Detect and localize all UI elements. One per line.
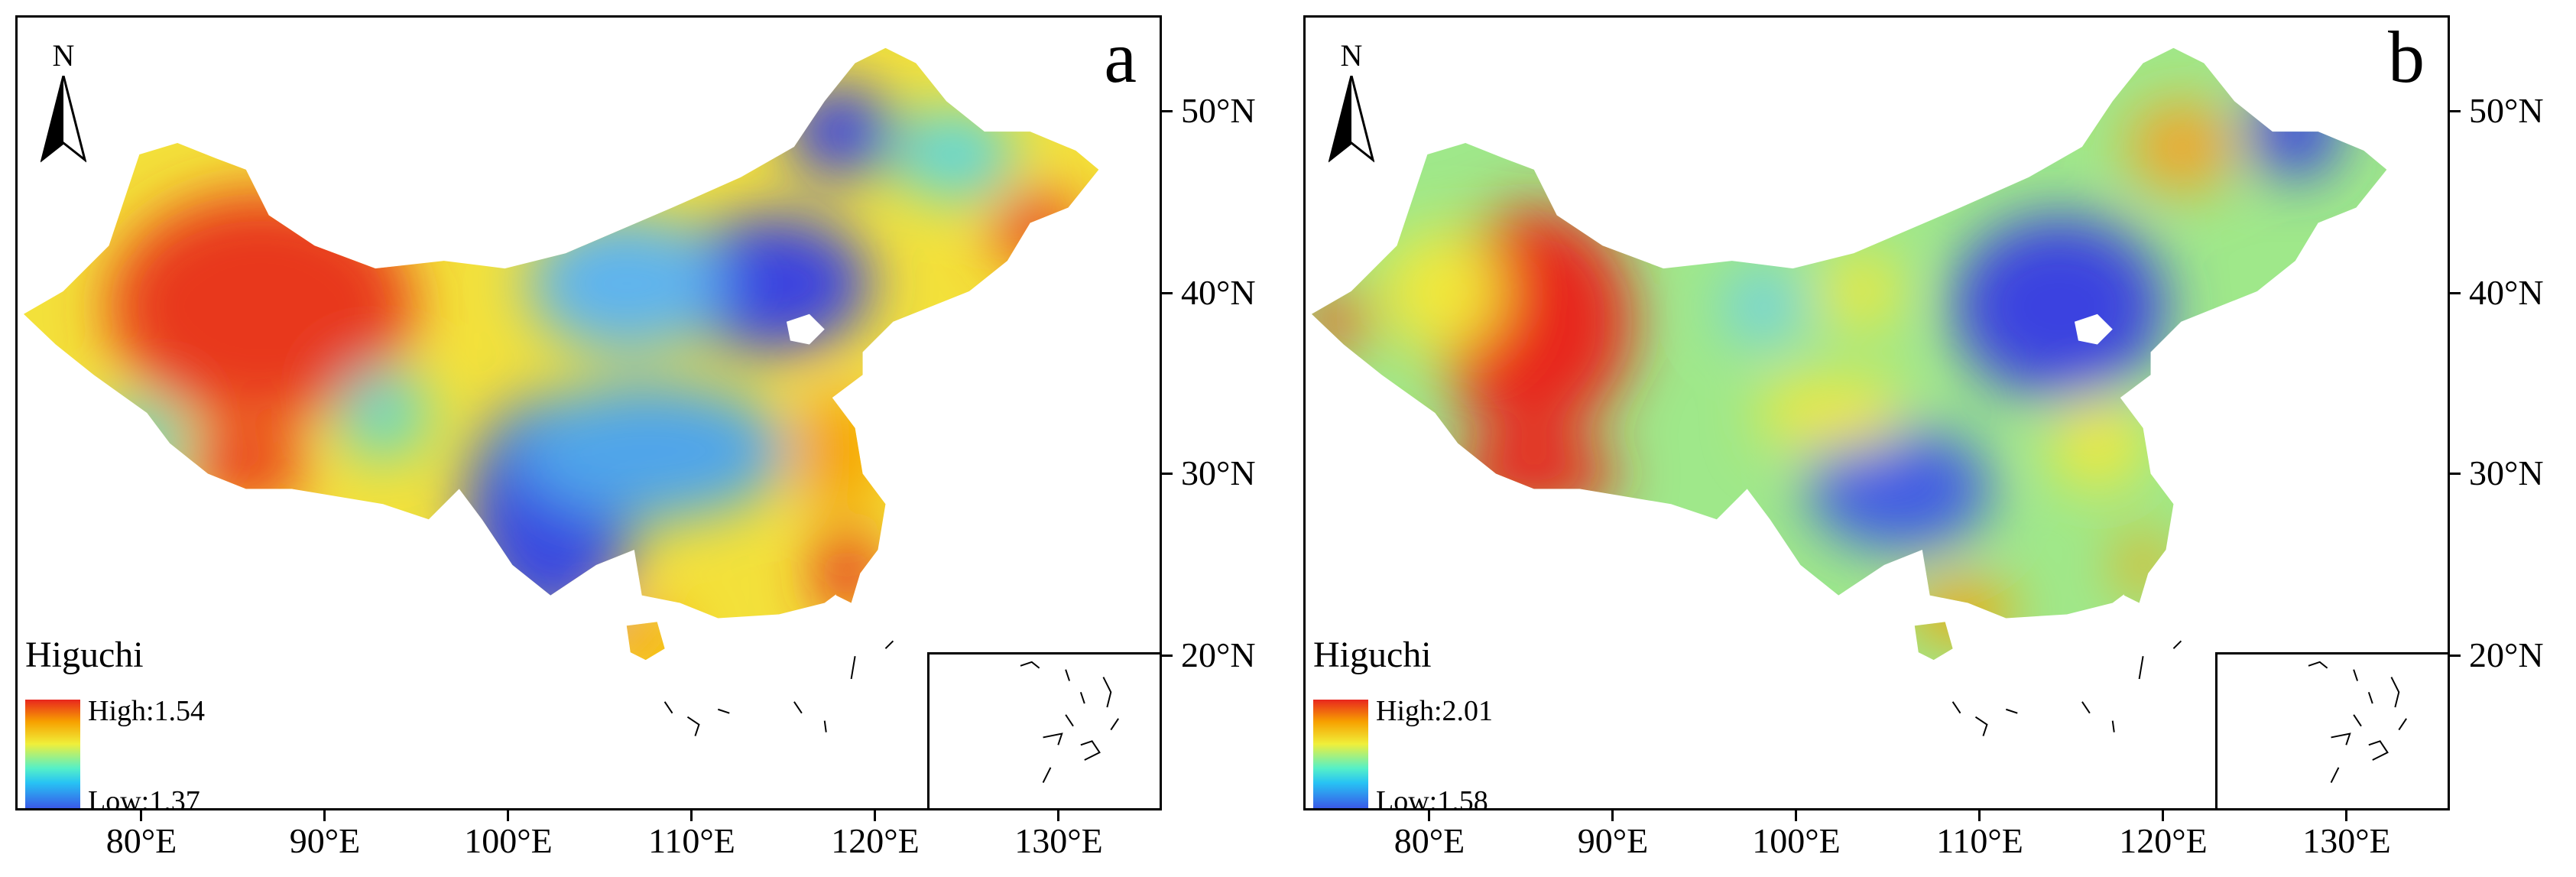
- lat-label: 40°N: [2469, 273, 2544, 312]
- lat-tick: [2450, 110, 2461, 112]
- lat-label: 30°N: [1181, 453, 1256, 492]
- lat-tick: [1162, 655, 1173, 657]
- legend: Higuchi High:2.01 Low:1.58: [1313, 635, 1581, 810]
- lon-tick: [1057, 810, 1059, 821]
- north-arrow: N: [41, 37, 86, 167]
- lon-tick: [2162, 810, 2164, 821]
- legend-title: Higuchi: [1313, 635, 1432, 675]
- lon-tick: [874, 810, 876, 821]
- lon-tick: [1795, 810, 1797, 821]
- lon-tick: [323, 810, 326, 821]
- lon-tick: [2345, 810, 2347, 821]
- heatmap-map: [23, 47, 1099, 736]
- legend-color-ramp: [25, 700, 80, 808]
- lon-tick: [507, 810, 509, 821]
- north-label: N: [1340, 38, 1363, 73]
- lon-label: 120°E: [2119, 821, 2208, 860]
- south-china-sea-inset: [2215, 652, 2448, 808]
- north-arrow: N: [1329, 37, 1374, 167]
- lon-tick: [1978, 810, 1981, 821]
- lat-label: 30°N: [2469, 453, 2544, 492]
- lon-label: 90°E: [289, 821, 361, 860]
- lon-label: 100°E: [1752, 821, 1841, 860]
- north-arrow-icon: [41, 76, 86, 163]
- lat-label: 20°N: [1181, 635, 1256, 674]
- legend-low-value: Low:1.58: [1376, 785, 1488, 810]
- lat-tick: [2450, 292, 2461, 294]
- lat-label: 50°N: [2469, 91, 2544, 130]
- lat-tick: [1162, 473, 1173, 475]
- inset-islands: [1020, 661, 1119, 784]
- lat-tick: [1162, 292, 1173, 294]
- legend-color-ramp: [1313, 700, 1368, 808]
- lat-tick: [1162, 110, 1173, 112]
- legend-high-value: High:1.54: [88, 695, 206, 727]
- panel-letter: b: [2388, 16, 2425, 98]
- north-label: N: [52, 38, 75, 73]
- lon-label: 100°E: [464, 821, 553, 860]
- lon-label: 110°E: [1936, 821, 2023, 860]
- lat-label: 40°N: [1181, 273, 1256, 312]
- lon-tick: [140, 810, 142, 821]
- lon-label: 80°E: [105, 821, 177, 860]
- map-panel-a: a N Higuchi High:1.54 Low:1.37: [15, 15, 1256, 860]
- map-panel-b: b N Higuchi High:2.01 Low:1.58: [1288, 0, 2576, 877]
- panel-letter: a: [1104, 16, 1137, 98]
- map-frame: a N Higuchi High:1.54 Low:1.37: [15, 15, 1162, 810]
- map-frame: b N Higuchi High:2.01 Low:1.58: [1303, 15, 2450, 810]
- legend-low-value: Low:1.37: [88, 785, 200, 810]
- lon-label: 110°E: [648, 821, 735, 860]
- lon-label: 130°E: [1014, 821, 1103, 860]
- lon-tick: [1611, 810, 1614, 821]
- heatmap-map: [1311, 47, 2387, 736]
- lon-label: 130°E: [2302, 821, 2391, 860]
- lon-tick: [1428, 810, 1430, 821]
- lat-label: 50°N: [1181, 91, 1256, 130]
- lon-label: 80°E: [1393, 821, 1465, 860]
- north-arrow-icon: [1329, 76, 1374, 163]
- inset-islands: [2308, 661, 2407, 784]
- lon-tick: [690, 810, 693, 821]
- lon-label: 90°E: [1577, 821, 1649, 860]
- legend: Higuchi High:1.54 Low:1.37: [25, 635, 293, 810]
- lat-tick: [2450, 473, 2461, 475]
- lat-label: 20°N: [2469, 635, 2544, 674]
- legend-title: Higuchi: [25, 635, 144, 675]
- legend-high-value: High:2.01: [1376, 695, 1494, 727]
- south-china-sea-inset: [927, 652, 1160, 808]
- lat-tick: [2450, 655, 2461, 657]
- lon-label: 120°E: [831, 821, 920, 860]
